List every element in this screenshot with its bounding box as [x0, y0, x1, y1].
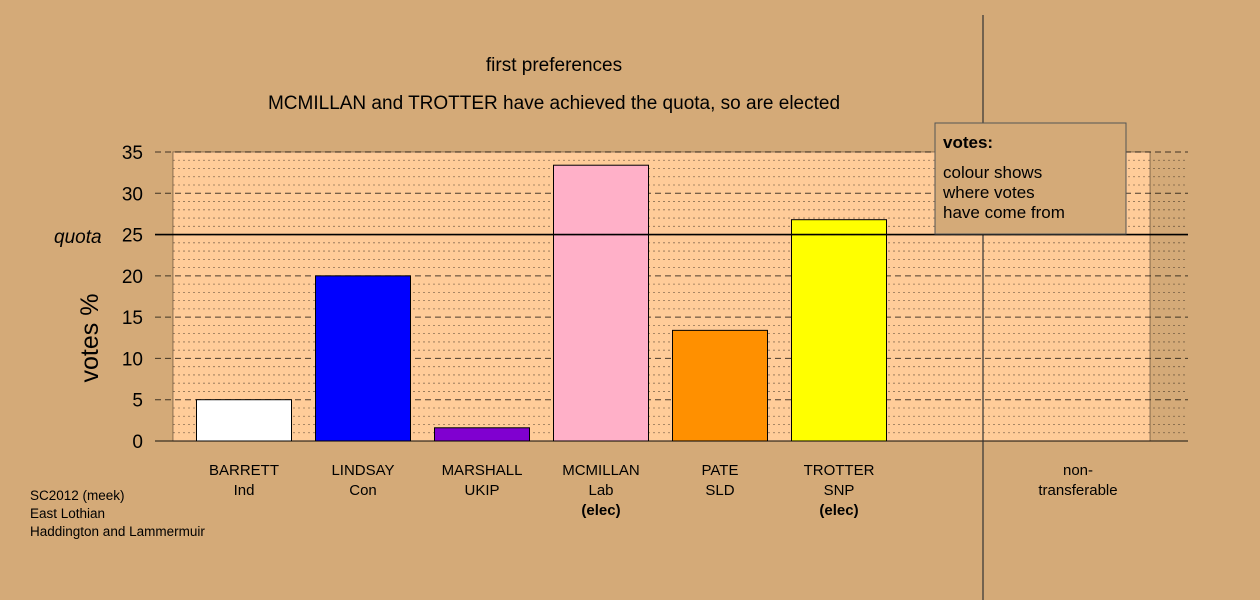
x-label-elected: (elec) — [819, 502, 858, 519]
y-tick-label: 25 — [122, 226, 143, 247]
x-label-name: BARRETT — [209, 462, 279, 479]
bar-lindsay — [315, 275, 411, 442]
legend-line-2: where votes — [942, 183, 1035, 202]
x-label-party: SNP — [824, 482, 855, 499]
bar-marshall — [434, 427, 530, 442]
y-axis-ticks: 0 5 10 15 20 25 30 35 — [122, 143, 143, 453]
y-tick-label: 10 — [122, 349, 143, 370]
footer-notes: SC2012 (meek) East Lothian Haddington an… — [30, 488, 205, 539]
bar-mcmillan — [553, 164, 649, 442]
x-label-party: Con — [349, 482, 377, 499]
x-label-party: Ind — [234, 482, 255, 499]
x-axis-labels: BARRETT Ind LINDSAY Con MARSHALL UKIP MCMILLAN… — [209, 462, 1118, 519]
x-label-name: PATE — [702, 462, 739, 479]
x-label-nontransferable-2: transferable — [1038, 482, 1117, 499]
legend-title: votes: — [943, 133, 993, 152]
x-label-nontransferable-1: non- — [1063, 462, 1093, 479]
x-label-name: TROTTER — [804, 462, 875, 479]
bar-trotter — [791, 219, 887, 442]
chart-title: first preferences — [486, 55, 622, 76]
footer-line-3: Haddington and Lammermuir — [30, 524, 205, 539]
bars — [196, 164, 887, 442]
x-label-party: SLD — [705, 482, 734, 499]
x-label-elected: (elec) — [581, 502, 620, 519]
legend-line-1: colour shows — [943, 163, 1042, 182]
legend-frame — [934, 122, 1127, 235]
x-label-party: Lab — [588, 482, 613, 499]
x-label-party: UKIP — [464, 482, 499, 499]
quota-label: quota — [54, 227, 102, 248]
y-tick-label: 30 — [122, 184, 143, 205]
bar-pate — [672, 329, 768, 442]
x-label-name: LINDSAY — [331, 462, 394, 479]
chart-subtitle: MCMILLAN and TROTTER have achieved the q… — [268, 93, 840, 114]
legend-box: votes: colour shows where votes have com… — [934, 122, 1127, 235]
bar-barrett — [196, 399, 292, 442]
y-tick-label: 20 — [122, 267, 143, 288]
y-tick-label: 15 — [122, 308, 143, 329]
y-tick-label: 35 — [122, 143, 143, 164]
legend-line-3: have come from — [943, 203, 1065, 222]
y-tick-label: 5 — [132, 391, 143, 412]
footer-line-1: SC2012 (meek) — [30, 488, 125, 503]
footer-line-2: East Lothian — [30, 506, 105, 521]
x-label-name: MCMILLAN — [562, 462, 640, 479]
x-label-name: MARSHALL — [442, 462, 523, 479]
y-tick-label: 0 — [132, 432, 143, 453]
y-axis-label: votes % — [76, 294, 104, 383]
